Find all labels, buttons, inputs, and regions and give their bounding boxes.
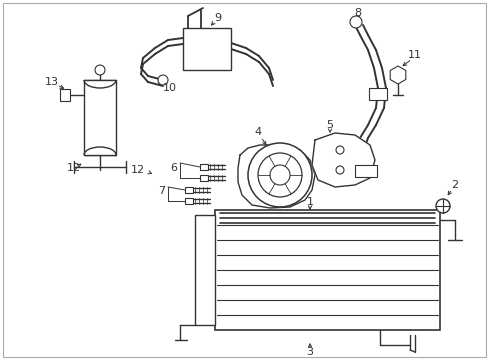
- Bar: [84, 80, 116, 155]
- Circle shape: [349, 16, 361, 28]
- Bar: [200, 164, 207, 170]
- Text: 11: 11: [407, 50, 421, 60]
- Circle shape: [258, 153, 302, 197]
- Circle shape: [435, 199, 449, 213]
- Circle shape: [247, 143, 311, 207]
- Circle shape: [158, 75, 168, 85]
- Circle shape: [335, 146, 343, 154]
- Text: 2: 2: [450, 180, 458, 190]
- Circle shape: [95, 65, 105, 75]
- Bar: [184, 198, 193, 204]
- Bar: [184, 187, 193, 193]
- Text: 1: 1: [306, 197, 313, 207]
- Bar: [183, 28, 230, 70]
- Polygon shape: [311, 133, 374, 187]
- Bar: [60, 89, 70, 101]
- Text: 5: 5: [326, 120, 333, 130]
- Bar: [215, 210, 439, 330]
- Polygon shape: [238, 145, 314, 208]
- Bar: [200, 175, 207, 181]
- Text: 12: 12: [131, 165, 145, 175]
- Bar: [195, 215, 215, 325]
- Text: 13: 13: [45, 77, 59, 87]
- Bar: [368, 88, 386, 100]
- Text: 6: 6: [170, 163, 177, 173]
- Text: 9: 9: [214, 13, 221, 23]
- Text: 10: 10: [163, 83, 177, 93]
- Circle shape: [269, 165, 289, 185]
- Bar: [354, 165, 376, 177]
- Text: 8: 8: [354, 8, 361, 18]
- Text: 12: 12: [67, 163, 81, 173]
- Text: 7: 7: [158, 186, 165, 196]
- Circle shape: [335, 166, 343, 174]
- Text: 3: 3: [306, 347, 313, 357]
- Text: 4: 4: [254, 127, 261, 137]
